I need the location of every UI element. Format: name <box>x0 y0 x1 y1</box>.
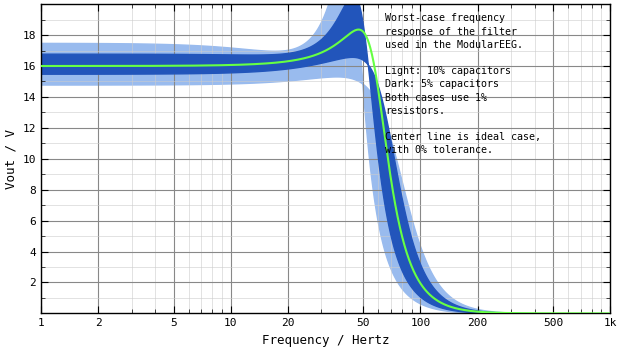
Text: Worst-case frequency
response of the filter
used in the ModularEEG.

Light: 10% : Worst-case frequency response of the fil… <box>385 13 542 155</box>
Y-axis label: Vout / V: Vout / V <box>4 129 17 189</box>
X-axis label: Frequency / Hertz: Frequency / Hertz <box>262 334 389 347</box>
